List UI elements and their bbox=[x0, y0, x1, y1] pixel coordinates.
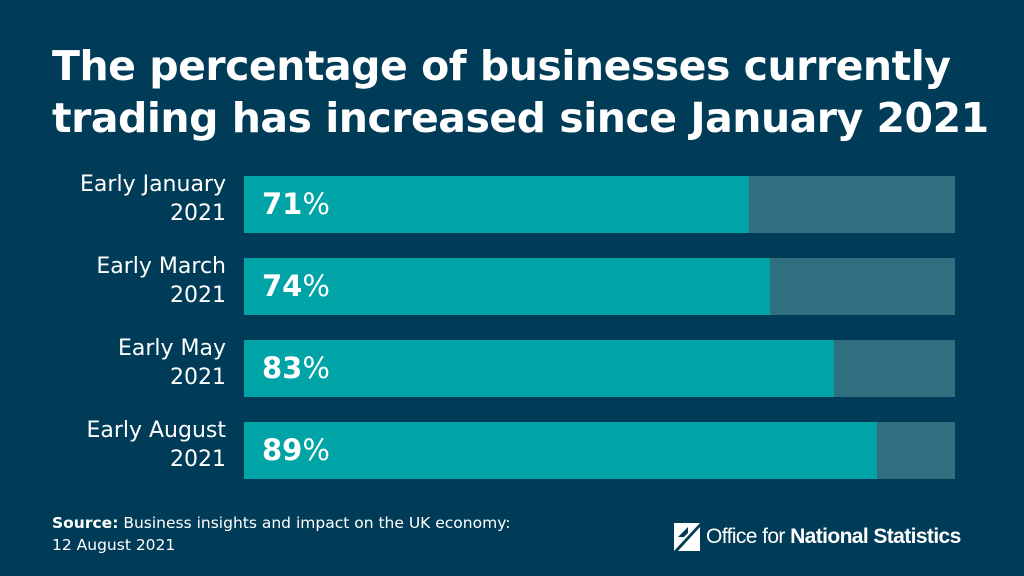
data-label: 74% bbox=[262, 258, 330, 315]
category-label: Early January 2021 bbox=[26, 170, 226, 228]
data-label-unit: % bbox=[302, 433, 330, 467]
ons-logo: Office for National Statistics bbox=[674, 522, 961, 552]
bar bbox=[244, 258, 771, 315]
source-date: 12 August 2021 bbox=[52, 536, 176, 554]
logo-prefix: Office for bbox=[706, 525, 785, 548]
category-label-line: 2021 bbox=[170, 447, 226, 472]
category-label-line: 2021 bbox=[170, 365, 226, 390]
bar-chart: Early January 2021 71% Early March 2021 74% Ea… bbox=[0, 170, 1024, 490]
category-label: Early August 2021 bbox=[26, 416, 226, 474]
data-label: 83% bbox=[262, 340, 330, 397]
bar-track: 89% bbox=[244, 422, 955, 479]
ons-logo-icon bbox=[674, 523, 700, 551]
category-label-line: Early May bbox=[117, 336, 226, 361]
bar-track: 71% bbox=[244, 176, 955, 233]
data-label: 71% bbox=[262, 176, 330, 233]
data-label-number: 71 bbox=[262, 187, 303, 221]
data-label-unit: % bbox=[302, 269, 330, 303]
category-label: Early May 2021 bbox=[26, 334, 226, 392]
bar bbox=[244, 422, 877, 479]
category-label-line: Early January bbox=[80, 172, 226, 197]
category-label-line: 2021 bbox=[170, 201, 226, 226]
data-label: 89% bbox=[262, 422, 330, 479]
data-label-unit: % bbox=[302, 187, 330, 221]
bar bbox=[244, 176, 749, 233]
ons-logo-text: Office for National Statistics bbox=[706, 525, 961, 549]
source-label: Source: bbox=[52, 514, 119, 532]
category-label-line: Early March bbox=[96, 254, 226, 279]
bar-track: 74% bbox=[244, 258, 955, 315]
bar-row: Early May 2021 83% bbox=[0, 334, 1024, 397]
source-note: Source: Business insights and impact on … bbox=[52, 512, 612, 556]
bar-row: Early January 2021 71% bbox=[0, 170, 1024, 233]
category-label: Early March 2021 bbox=[26, 252, 226, 310]
data-label-number: 74 bbox=[262, 269, 303, 303]
data-label-number: 83 bbox=[262, 351, 303, 385]
bar bbox=[244, 340, 835, 397]
bar-row: Early March 2021 74% bbox=[0, 252, 1024, 315]
logo-strong: National Statistics bbox=[790, 525, 961, 548]
chart-title: The percentage of businesses currently t… bbox=[52, 42, 989, 142]
data-label-number: 89 bbox=[262, 433, 303, 467]
source-text: Business insights and impact on the UK e… bbox=[123, 514, 511, 532]
bar-row: Early August 2021 89% bbox=[0, 416, 1024, 479]
data-label-unit: % bbox=[302, 351, 330, 385]
category-label-line: Early August bbox=[86, 418, 226, 443]
bar-track: 83% bbox=[244, 340, 955, 397]
category-label-line: 2021 bbox=[170, 283, 226, 308]
